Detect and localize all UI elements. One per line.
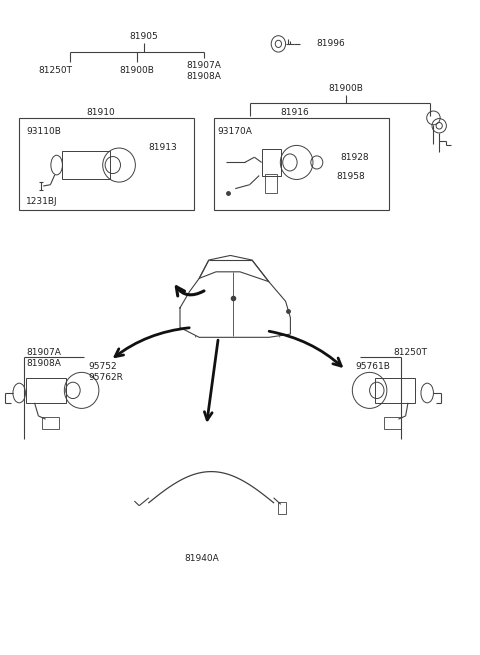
Text: 81900B: 81900B [328,84,363,93]
Text: 81905: 81905 [130,31,158,41]
Bar [265,174,277,193]
Text: 95762R: 95762R [89,373,124,383]
Text: 95752: 95752 [89,362,118,371]
Bar [214,118,389,210]
Text: 81916: 81916 [281,108,310,117]
Text: 93170A: 93170A [217,126,252,136]
Text: 81900B: 81900B [120,66,154,75]
Polygon shape [180,272,290,337]
Text: 1231BJ: 1231BJ [26,197,58,206]
Bar [62,151,110,179]
Text: 81958: 81958 [336,172,365,181]
Text: 81940A: 81940A [184,553,219,563]
Bar [42,417,59,429]
Text: 81250T: 81250T [394,348,428,357]
Bar [26,378,66,403]
Text: 81996: 81996 [317,39,346,48]
Text: 81908A: 81908A [187,72,221,81]
Text: 95761B: 95761B [355,362,390,371]
Text: 81928: 81928 [341,153,370,162]
Text: 81907A: 81907A [187,61,221,70]
Bar [375,378,415,403]
Bar [384,417,401,429]
Text: 81907A: 81907A [26,348,61,357]
Bar [262,149,281,176]
Text: 81908A: 81908A [26,359,61,368]
Text: 81913: 81913 [149,143,178,152]
Text: 93110B: 93110B [26,126,61,136]
Bar [19,118,194,210]
Text: 81910: 81910 [86,108,115,117]
Text: 81250T: 81250T [38,66,72,75]
Bar [278,502,286,514]
